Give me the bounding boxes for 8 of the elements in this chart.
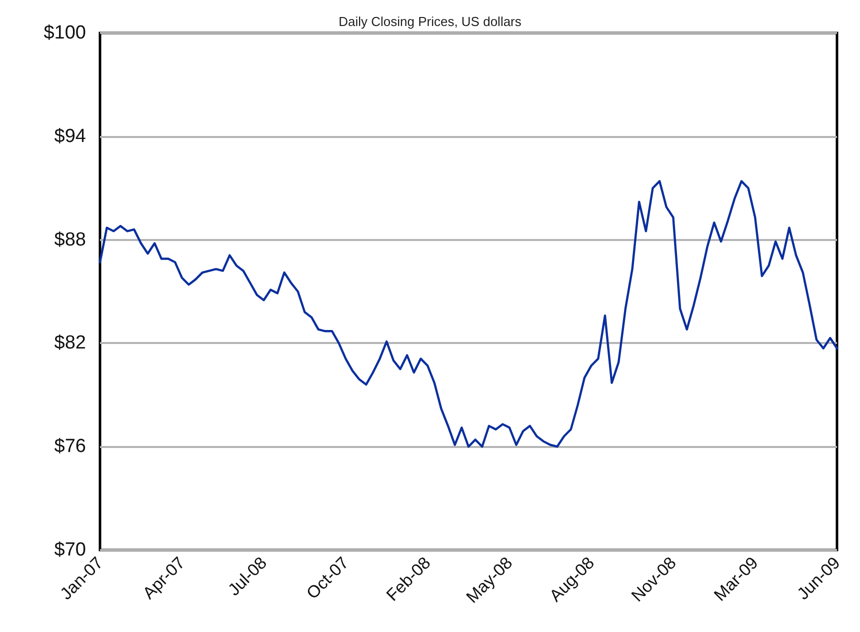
chart-title: Daily Closing Prices, US dollars [338,14,522,29]
y-tick-label: $94 [54,126,86,147]
y-tick-label: $88 [54,229,86,250]
y-tick-label: $76 [54,436,86,458]
y-tick-label: $70 [54,540,86,560]
y-tick-label: $82 [54,332,86,354]
line-series [98,180,838,448]
y-tick-label: $100 [44,22,86,44]
